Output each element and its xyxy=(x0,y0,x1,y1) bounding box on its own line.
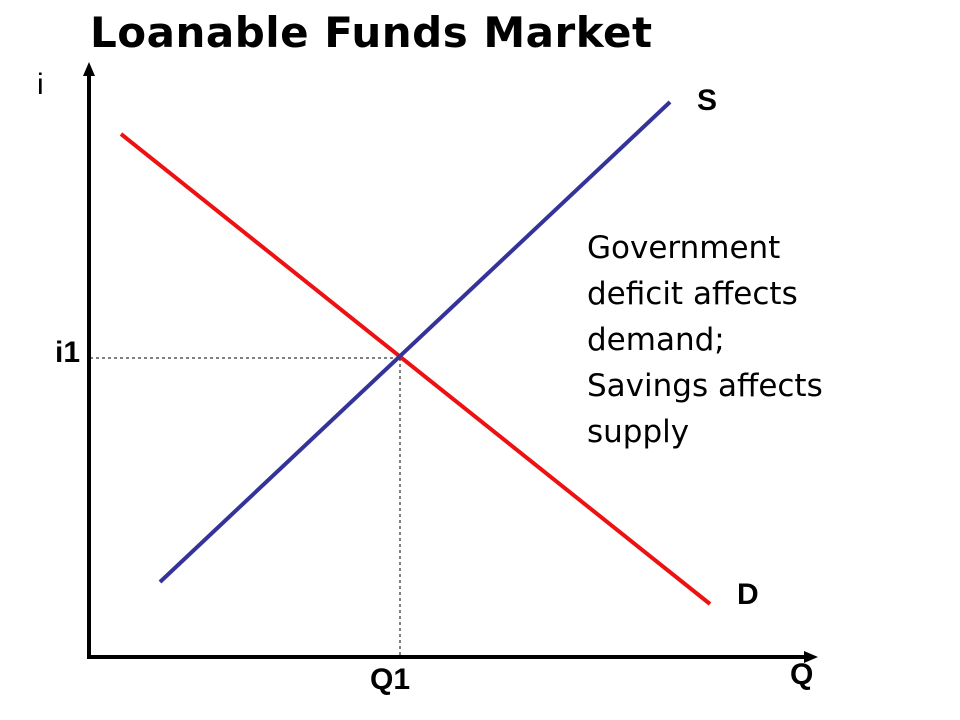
demand-curve xyxy=(119,132,712,606)
x-axis-label: Q xyxy=(790,658,814,691)
y-axis-label: i xyxy=(37,68,44,101)
chart-title: Loanable Funds Market xyxy=(90,8,653,57)
annotation-line: Savings affects xyxy=(587,368,823,404)
demand-curve-label: D xyxy=(737,578,759,611)
supply-curve xyxy=(158,100,672,584)
supply-curve-label: S xyxy=(697,84,718,117)
annotation-line: demand; xyxy=(587,322,725,358)
annotation-line: supply xyxy=(587,414,690,450)
annotation-text: Government deficit affects demand; Savin… xyxy=(587,225,917,455)
y-axis-arrowhead xyxy=(83,62,95,76)
x-axis-arrowhead xyxy=(804,651,818,663)
equilibrium-quantity-label: Q1 xyxy=(370,663,411,696)
annotation-line: Government xyxy=(587,230,781,266)
equilibrium-rate-label: i1 xyxy=(55,336,81,369)
annotation-line: deficit affects xyxy=(587,276,798,312)
